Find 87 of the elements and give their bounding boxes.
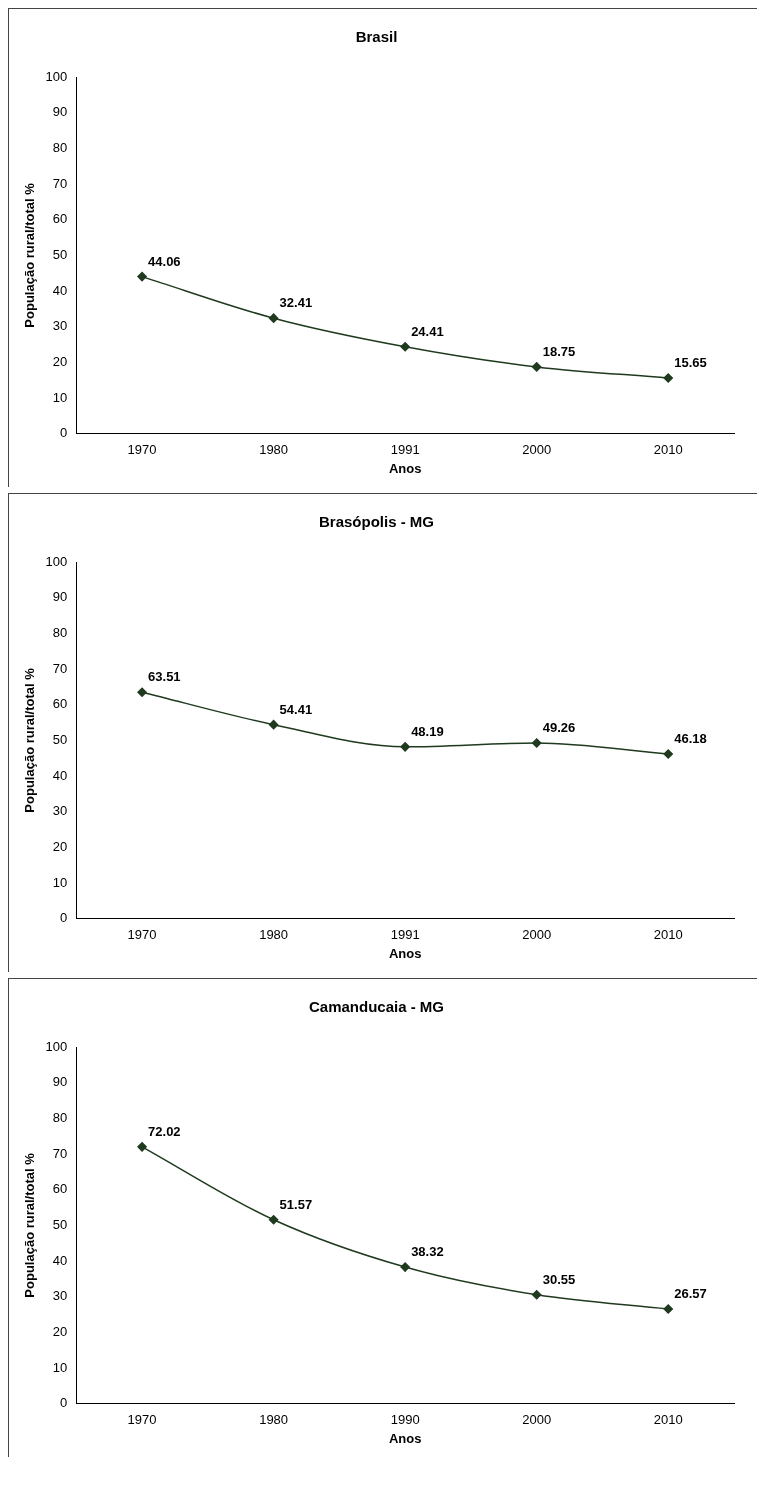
y-tick-label: 40 bbox=[52, 1252, 68, 1268]
x-axis-title: Anos bbox=[388, 460, 422, 476]
data-label: 18.75 bbox=[542, 343, 576, 359]
y-tick-label: 100 bbox=[45, 1038, 68, 1054]
x-tick-label: 1970 bbox=[127, 442, 157, 458]
data-label: 26.57 bbox=[674, 1286, 707, 1302]
y-tick-label: 0 bbox=[60, 910, 68, 926]
x-tick-label: 1980 bbox=[259, 1412, 289, 1428]
x-tick-label: 1980 bbox=[259, 927, 289, 943]
x-tick-label: 1980 bbox=[259, 442, 289, 458]
x-tick-label: 2000 bbox=[522, 927, 552, 943]
y-tick-label: 30 bbox=[52, 1288, 68, 1304]
x-tick-label: 2000 bbox=[522, 442, 552, 458]
y-tick-label: 20 bbox=[52, 839, 68, 855]
y-tick-label: 90 bbox=[52, 1074, 68, 1090]
point bbox=[137, 687, 147, 697]
y-tick-label: 20 bbox=[52, 1324, 68, 1340]
y-tick-label: 30 bbox=[52, 803, 68, 819]
point bbox=[268, 719, 279, 730]
y-tick-label: 100 bbox=[45, 553, 68, 569]
y-tick-label: 60 bbox=[52, 211, 68, 227]
y-tick-label: 50 bbox=[52, 731, 68, 747]
y-axis-title: População rural/total % bbox=[22, 182, 38, 328]
point bbox=[531, 362, 542, 372]
x-tick-label: 2010 bbox=[653, 927, 683, 943]
point bbox=[663, 749, 673, 759]
y-tick-label: 90 bbox=[52, 104, 68, 120]
y-tick-label: 80 bbox=[52, 1109, 68, 1125]
point bbox=[268, 1215, 279, 1225]
chart-title: Camanducaia - MG bbox=[308, 998, 445, 1016]
data-label: 63.51 bbox=[148, 669, 181, 685]
data-label: 54.41 bbox=[279, 701, 313, 717]
x-axis-title: Anos bbox=[388, 945, 422, 961]
data-label: 15.65 bbox=[674, 355, 707, 371]
y-tick-label: 70 bbox=[52, 660, 68, 676]
x-tick-label: 1970 bbox=[127, 1412, 157, 1428]
y-tick-label: 10 bbox=[52, 389, 68, 405]
x-tick-label: 2010 bbox=[653, 442, 683, 458]
x-tick-label: 1991 bbox=[390, 442, 420, 458]
y-tick-label: 0 bbox=[60, 1395, 68, 1411]
data-label: 49.26 bbox=[542, 720, 576, 736]
data-label: 38.32 bbox=[411, 1244, 444, 1260]
point bbox=[663, 373, 673, 383]
y-tick-label: 40 bbox=[52, 282, 68, 298]
y-tick-label: 0 bbox=[60, 425, 68, 441]
x-tick-label: 1970 bbox=[127, 927, 157, 943]
y-tick-label: 90 bbox=[52, 589, 68, 605]
point bbox=[531, 1290, 542, 1300]
y-tick-label: 60 bbox=[52, 1181, 68, 1197]
y-axis-title: População rural/total % bbox=[22, 667, 38, 813]
data-label: 48.19 bbox=[411, 723, 444, 739]
point bbox=[531, 738, 542, 748]
data-label: 46.18 bbox=[674, 731, 707, 747]
chart-title: Brasópolis - MG bbox=[318, 513, 435, 531]
y-tick-label: 10 bbox=[52, 1359, 68, 1375]
data-label: 32.41 bbox=[279, 295, 313, 311]
y-tick-label: 40 bbox=[52, 767, 68, 783]
data-label: 72.02 bbox=[148, 1123, 181, 1139]
point bbox=[400, 1262, 410, 1272]
y-tick-label: 30 bbox=[52, 318, 68, 334]
point bbox=[400, 742, 410, 752]
y-tick-label: 70 bbox=[52, 1145, 68, 1161]
x-tick-label: 2010 bbox=[653, 1412, 683, 1428]
chart-title: Brasil bbox=[355, 28, 398, 46]
point bbox=[137, 1142, 147, 1152]
y-tick-label: 10 bbox=[52, 874, 68, 890]
x-tick-label: 2000 bbox=[522, 1412, 552, 1428]
x-tick-label: 1991 bbox=[390, 927, 420, 943]
y-axis-title: População rural/total % bbox=[22, 1152, 38, 1298]
y-tick-label: 50 bbox=[52, 1216, 68, 1232]
y-tick-label: 20 bbox=[52, 354, 68, 370]
y-tick-label: 80 bbox=[52, 624, 68, 640]
y-tick-label: 80 bbox=[52, 139, 68, 155]
y-tick-label: 60 bbox=[52, 696, 68, 712]
data-label: 24.41 bbox=[411, 323, 444, 339]
y-tick-label: 70 bbox=[52, 175, 68, 191]
point bbox=[663, 1304, 673, 1314]
point bbox=[400, 341, 410, 352]
y-tick-label: 100 bbox=[45, 68, 68, 84]
y-tick-label: 50 bbox=[52, 246, 68, 262]
x-axis-title: Anos bbox=[388, 1430, 422, 1446]
x-tick-label: 1990 bbox=[390, 1412, 420, 1428]
data-label: 51.57 bbox=[279, 1196, 313, 1212]
point bbox=[268, 313, 279, 323]
data-label: 44.06 bbox=[148, 253, 181, 269]
data-label: 30.55 bbox=[542, 1271, 576, 1287]
point bbox=[137, 271, 147, 282]
